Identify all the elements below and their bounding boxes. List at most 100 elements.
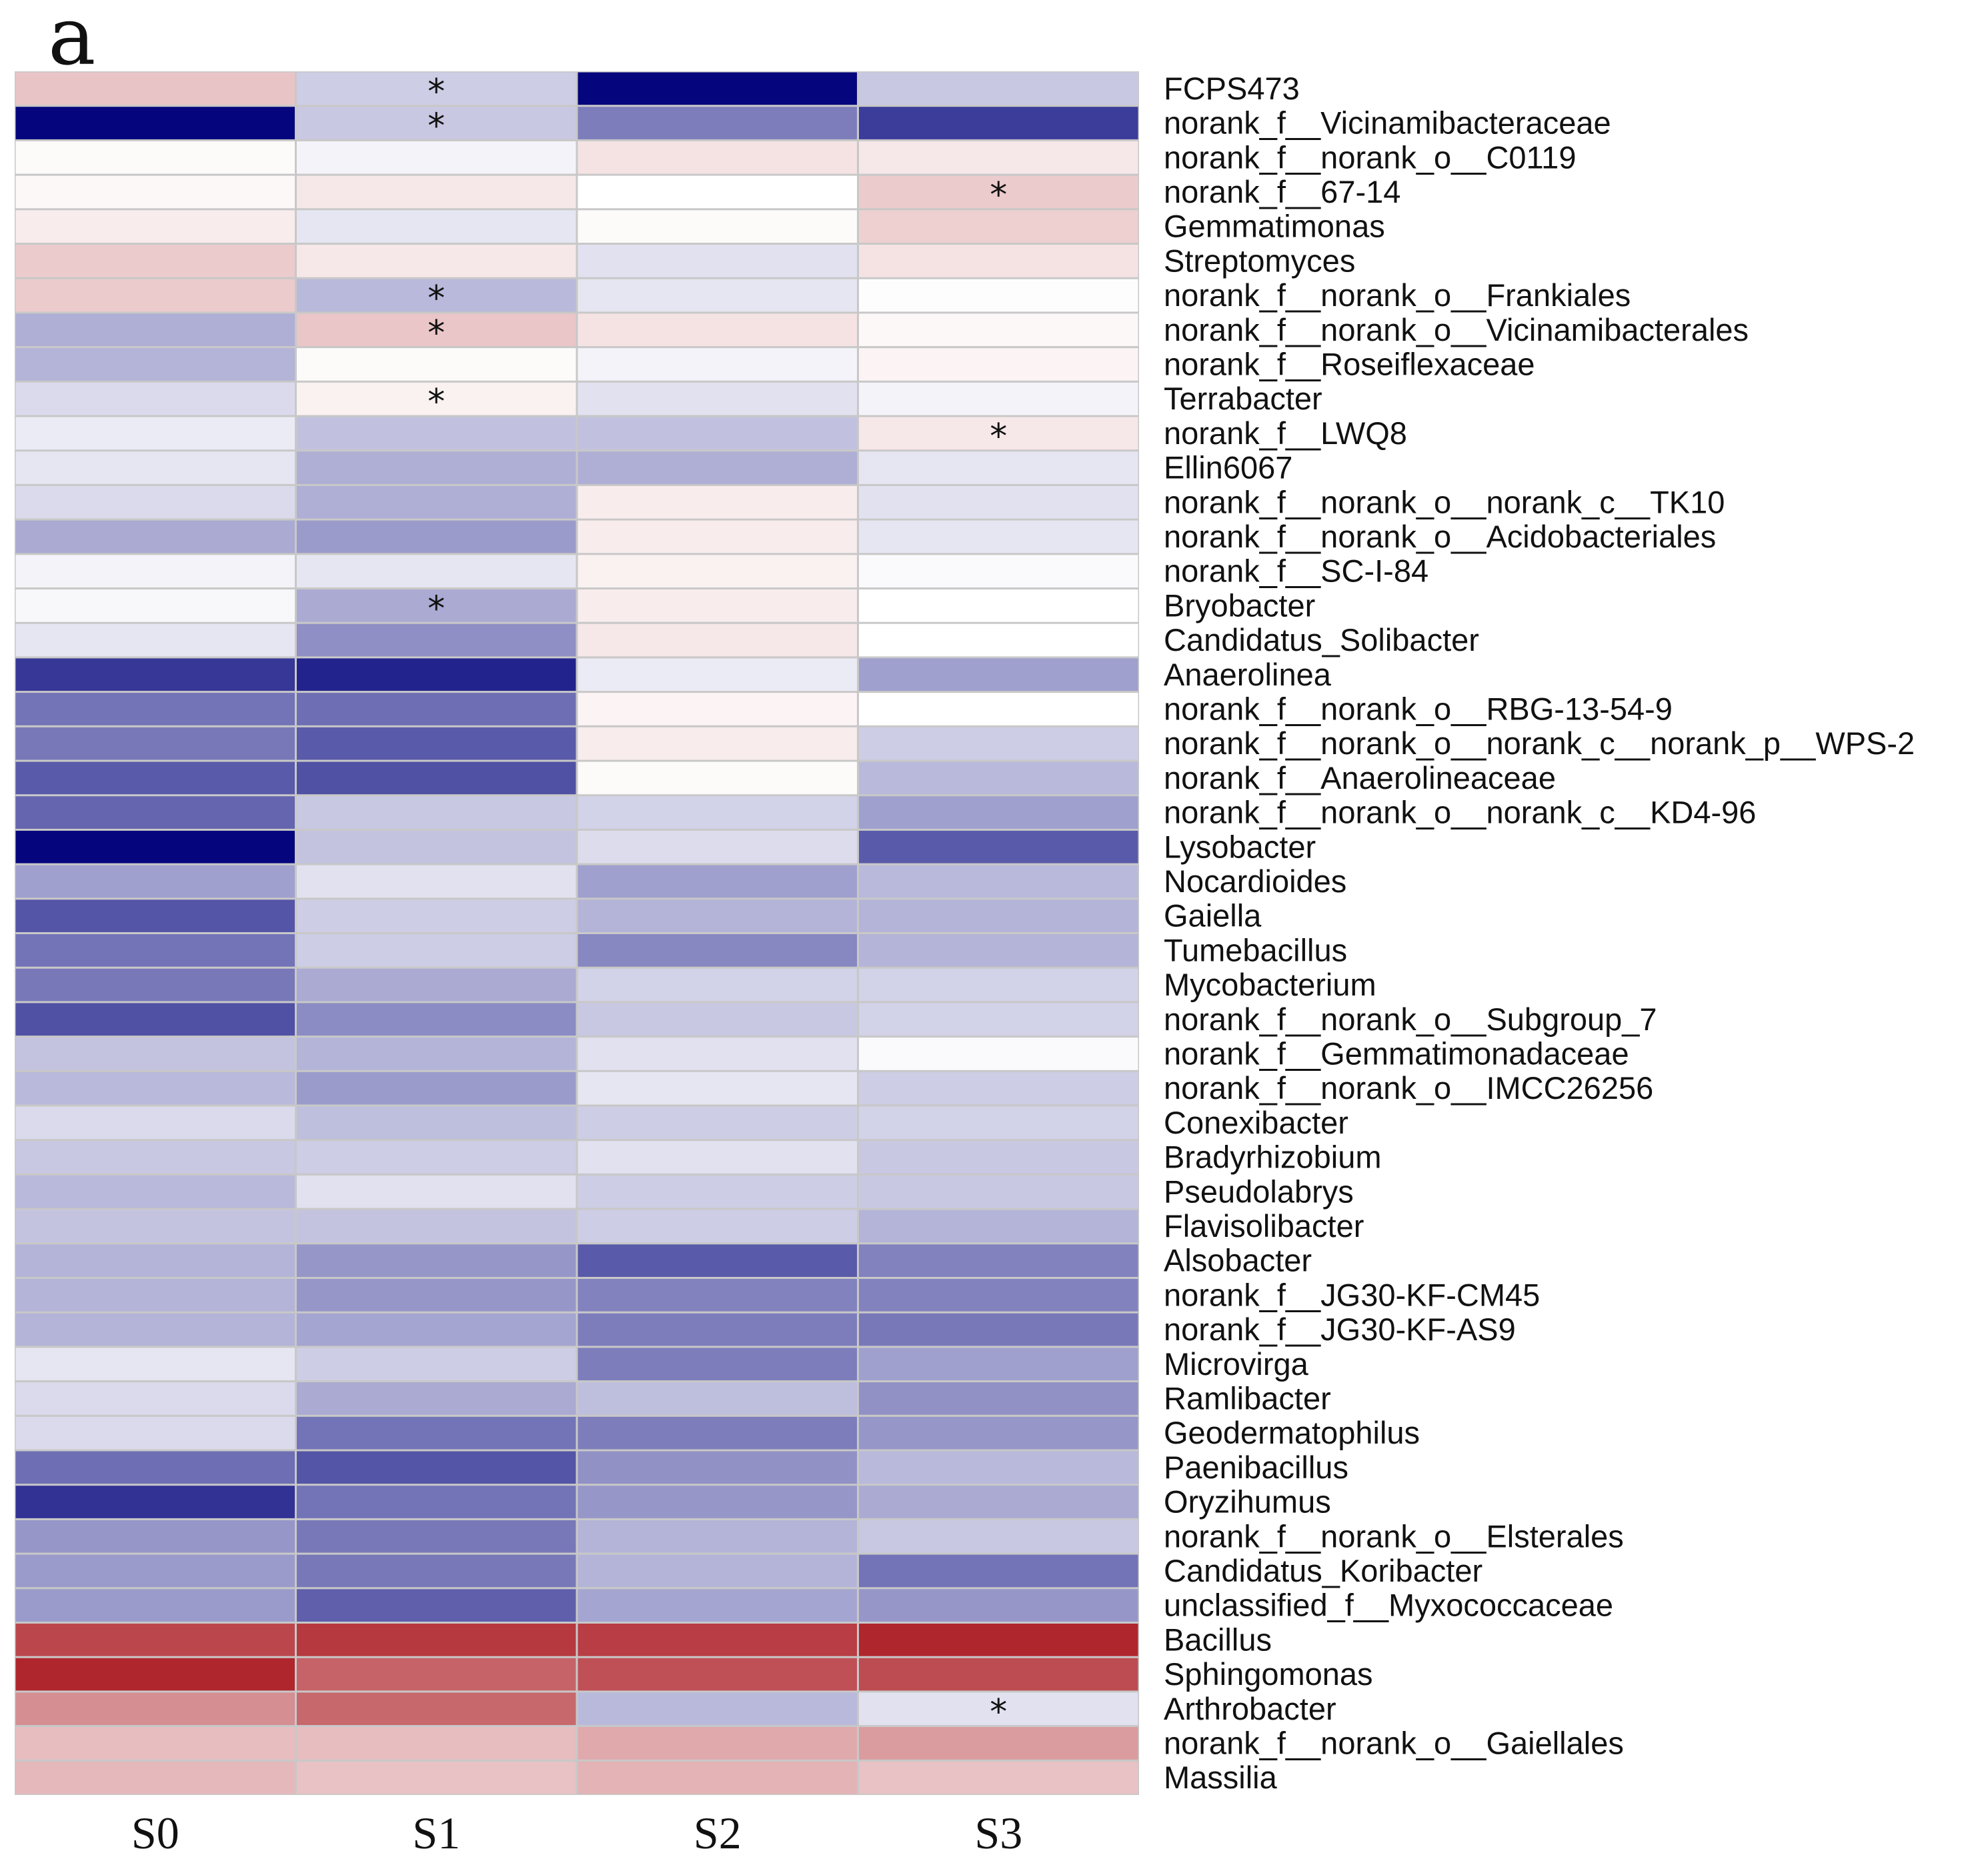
row-label: norank_f__norank_o__norank_c__KD4-96	[1164, 795, 1756, 830]
heatmap-cell	[15, 1313, 295, 1346]
row-label: norank_f__Roseiflexaceae	[1164, 347, 1535, 382]
significance-marker: *	[990, 175, 1007, 215]
heatmap-cell	[15, 968, 295, 1002]
heatmap-cell	[15, 934, 295, 967]
heatmap-cell	[297, 1727, 576, 1760]
heatmap-cell	[859, 175, 1138, 209]
heatmap-cell	[578, 830, 857, 863]
heatmap-cell	[297, 1658, 576, 1691]
heatmap-cell	[15, 693, 295, 725]
heatmap-cell	[15, 899, 295, 932]
heatmap-cell	[859, 589, 1138, 622]
heatmap-cell	[859, 934, 1138, 967]
heatmap-cell	[859, 555, 1138, 587]
row-label: norank_f__norank_o__Elsterales	[1164, 1518, 1624, 1554]
heatmap-cell	[297, 830, 576, 863]
heatmap-cell	[15, 623, 295, 657]
row-label: Bacillus	[1164, 1622, 1272, 1657]
row-label: Anaerolinea	[1164, 657, 1332, 692]
heatmap-cell	[578, 1003, 857, 1036]
heatmap-cell	[859, 1244, 1138, 1277]
heatmap-cell	[297, 623, 576, 657]
heatmap-cell	[297, 1279, 576, 1312]
row-label: Bradyrhizobium	[1164, 1140, 1382, 1175]
row-label: Mycobacterium	[1164, 967, 1376, 1002]
heatmap-cell	[859, 761, 1138, 795]
heatmap-cell	[15, 1589, 295, 1622]
heatmap-cell	[15, 1624, 295, 1656]
heatmap-cell	[859, 796, 1138, 829]
heatmap-cell	[859, 1279, 1138, 1312]
heatmap-cell	[297, 589, 576, 622]
heatmap-cell	[15, 348, 295, 381]
heatmap-cell	[578, 107, 857, 139]
heatmap-cell	[859, 1175, 1138, 1208]
heatmap-cell	[15, 555, 295, 587]
heatmap-cell	[578, 1038, 857, 1070]
heatmap-cell	[15, 72, 295, 105]
row-label: norank_f__norank_o__Vicinamibacterales	[1164, 312, 1749, 347]
heatmap-cell	[297, 968, 576, 1002]
heatmap-cell	[297, 1003, 576, 1036]
row-label: Alsobacter	[1164, 1243, 1312, 1278]
heatmap-cell	[578, 658, 857, 691]
heatmap-cell	[859, 1451, 1138, 1484]
heatmap-cell	[15, 1382, 295, 1415]
heatmap-cell	[859, 417, 1138, 450]
heatmap-cell	[15, 141, 295, 174]
heatmap-cell	[15, 210, 295, 243]
heatmap-cell	[578, 761, 857, 795]
heatmap-cell	[578, 1658, 857, 1691]
heatmap-cell	[859, 1658, 1138, 1691]
significance-marker: *	[427, 72, 445, 112]
row-label: Oryzihumus	[1164, 1484, 1331, 1520]
row-label: norank_f__norank_o__norank_c__TK10	[1164, 484, 1725, 519]
heatmap-cell	[859, 72, 1138, 105]
row-label: norank_f__Anaerolineaceae	[1164, 760, 1556, 795]
row-label: Bryobacter	[1164, 587, 1315, 623]
heatmap-cell	[578, 348, 857, 381]
heatmap-cell	[15, 658, 295, 691]
row-label: Conexibacter	[1164, 1105, 1348, 1140]
heatmap-cell	[578, 1313, 857, 1346]
column-label: S0	[131, 1808, 179, 1849]
heatmap-cell	[578, 485, 857, 519]
heatmap-cell	[578, 555, 857, 587]
heatmap-cell	[859, 1692, 1138, 1726]
heatmap-cell	[297, 72, 576, 105]
heatmap-cell	[859, 1106, 1138, 1140]
heatmap-cell	[297, 727, 576, 760]
heatmap-cell	[297, 1175, 576, 1208]
row-label: Gemmatimonas	[1164, 209, 1385, 244]
heatmap-cell	[578, 968, 857, 1002]
row-label: Geodermatophilus	[1164, 1415, 1420, 1450]
heatmap-cell	[297, 1210, 576, 1243]
heatmap-cell	[859, 485, 1138, 519]
heatmap-cell	[578, 1486, 857, 1518]
heatmap-cell	[859, 1761, 1138, 1794]
heatmap-cell	[297, 1313, 576, 1346]
heatmap-cell	[297, 1486, 576, 1518]
row-label: unclassified_f__Myxococcaceae	[1164, 1588, 1613, 1623]
heatmap-cell	[578, 589, 857, 622]
heatmap-cell	[297, 1520, 576, 1553]
heatmap-cell	[859, 313, 1138, 347]
heatmap-cell	[297, 555, 576, 587]
row-label: norank_f__Gemmatimonadaceae	[1164, 1036, 1629, 1072]
heatmap-cell	[578, 865, 857, 898]
heatmap-cell	[15, 279, 295, 312]
heatmap-cell	[578, 796, 857, 829]
significance-marker: *	[990, 1692, 1007, 1732]
row-label: norank_f__JG30-KF-AS9	[1164, 1312, 1516, 1347]
heatmap-cell	[297, 279, 576, 312]
heatmap-cell	[297, 451, 576, 484]
heatmap-cell	[15, 1486, 295, 1518]
row-label: norank_f__norank_o__Gaiellales	[1164, 1726, 1624, 1761]
heatmap-cell	[15, 1554, 295, 1588]
heatmap-cell	[578, 210, 857, 243]
heatmap-cell	[859, 1416, 1138, 1450]
row-label: norank_f__norank_o__Subgroup_7	[1164, 1002, 1657, 1037]
heatmap-cell	[297, 417, 576, 450]
heatmap-cell	[859, 141, 1138, 174]
heatmap-cell	[578, 1382, 857, 1415]
